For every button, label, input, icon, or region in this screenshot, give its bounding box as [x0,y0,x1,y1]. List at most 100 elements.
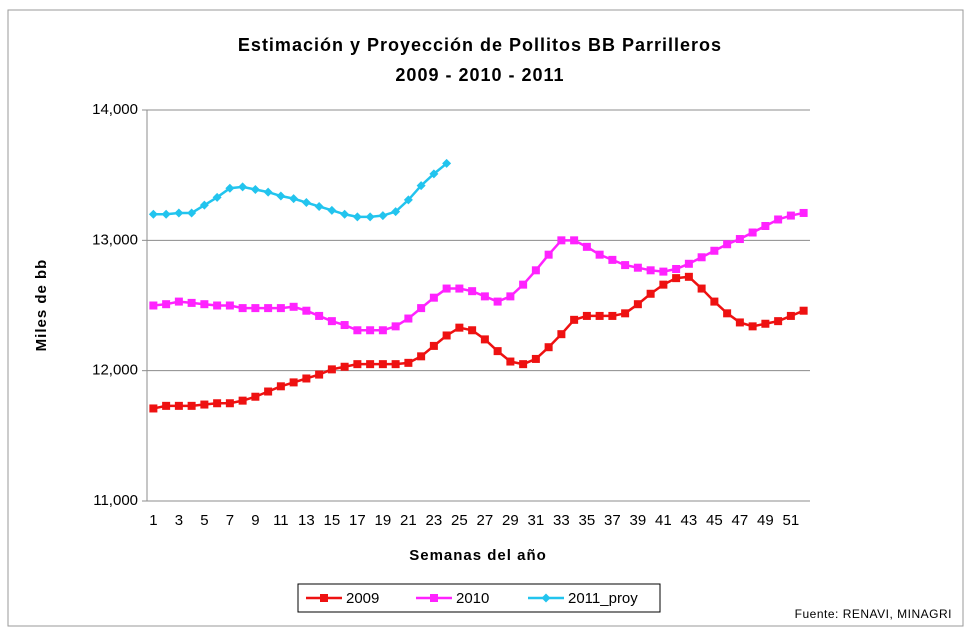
point [672,265,681,274]
point [315,311,324,320]
legend-label: 2011_proy [568,590,638,607]
point [174,401,183,410]
point [212,192,222,202]
x-tick-label: 13 [298,512,315,529]
x-tick-label: 15 [324,512,341,529]
point [506,357,515,366]
point [531,266,540,275]
legend-label: 2009 [346,590,379,607]
point [404,314,413,323]
point [391,322,400,331]
x-tick-label: 5 [200,512,208,529]
x-tick-label: 21 [400,512,417,529]
point [276,191,286,201]
x-tick-label: 19 [375,512,392,529]
point [608,255,617,264]
point [544,343,553,352]
x-tick-label: 23 [426,512,443,529]
x-tick-label: 9 [251,512,259,529]
point [455,284,464,293]
y-axis-title: Miles de bb [33,259,50,352]
point [519,360,528,369]
point [582,311,591,320]
point [289,194,299,204]
point [366,326,375,335]
point [774,317,783,326]
x-tick-label: 1 [149,512,157,529]
point [352,212,362,222]
legend-box [297,583,661,613]
point [200,300,209,309]
point [442,284,451,293]
point [531,354,540,363]
point [710,297,719,306]
point [761,319,770,328]
point [429,169,439,179]
x-tick-label: 33 [553,512,570,529]
x-tick-label: 27 [477,512,494,529]
y-tick-label: 12,000 [92,362,138,379]
point [365,212,375,222]
point [366,360,375,369]
point [684,272,693,281]
point [799,306,808,315]
x-tick-label: 37 [604,512,621,529]
x-tick-label: 31 [528,512,545,529]
y-tick-label: 13,000 [92,231,138,248]
point [213,301,222,310]
point [633,300,642,309]
point [684,259,693,268]
point [519,280,528,289]
point [391,360,400,369]
x-tick-label: 41 [655,512,672,529]
point [429,341,438,350]
legend-label: 2010 [456,590,489,607]
point [633,263,642,272]
point [148,209,158,219]
point [289,378,298,387]
point [659,267,668,276]
x-tick-label: 17 [349,512,366,529]
x-tick-label: 51 [783,512,800,529]
point [799,208,808,217]
series-line [153,211,804,332]
point [659,280,668,289]
point [621,261,630,270]
point [723,309,732,318]
point [480,292,489,301]
point [213,399,222,408]
point [761,221,770,230]
point [327,317,336,326]
point [544,250,553,259]
point [302,374,311,383]
source-note: Fuente: RENAVI, MINAGRI [795,607,952,621]
point [582,242,591,251]
y-tick-label: 14,000 [92,101,138,118]
point [315,370,324,379]
point [327,205,337,215]
x-tick-label: 45 [706,512,723,529]
point [735,235,744,244]
point [378,326,387,335]
point [162,401,171,410]
point [264,304,273,313]
point [225,301,234,310]
x-tick-label: 39 [630,512,647,529]
x-tick-label: 7 [226,512,234,529]
point [200,400,209,409]
point [493,347,502,356]
point [187,401,196,410]
point [378,360,387,369]
point [238,182,248,192]
point [557,330,566,339]
point [353,326,362,335]
point [302,306,311,315]
chart-frame [7,9,964,627]
point [748,228,757,237]
point [786,311,795,320]
point [238,396,247,405]
point [149,404,158,413]
x-tick-label: 43 [681,512,698,529]
point [430,594,438,602]
point [238,304,247,313]
